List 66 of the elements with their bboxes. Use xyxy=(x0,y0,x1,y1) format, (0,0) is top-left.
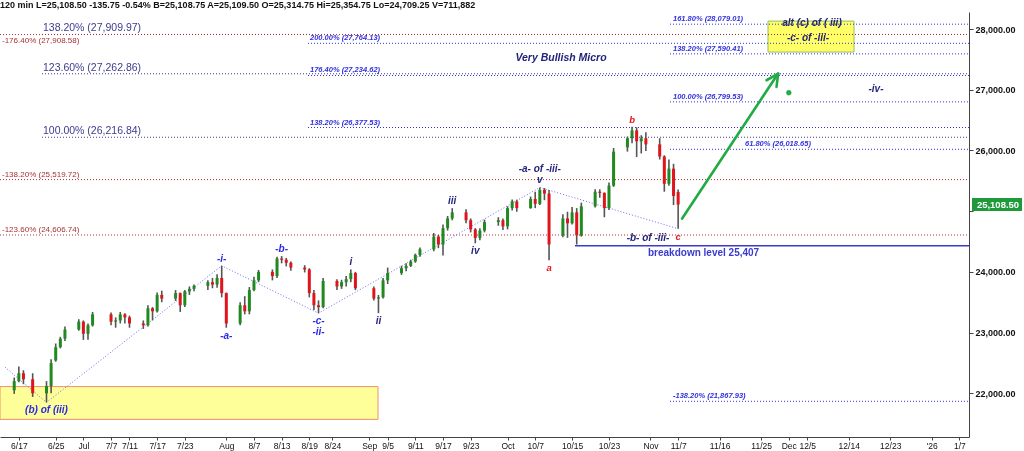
annotation: i xyxy=(349,256,353,268)
ref-line-label: -176.40% (27,908.58) xyxy=(2,35,80,45)
x-tick-label: 10/15 xyxy=(561,440,584,451)
x-tick-label: Aug xyxy=(219,440,235,451)
ref-line-label: 123.60% (27,262.86) xyxy=(43,60,142,73)
ref-line-label: 138.20% (27,909.97) xyxy=(43,21,142,34)
x-tick-label: 9/17 xyxy=(435,440,453,451)
annotation: Very Bullish Micro xyxy=(515,51,608,63)
text: 25,108.50 xyxy=(976,198,1020,210)
x-tick-label: 10/23 xyxy=(598,440,621,451)
ref-line-label: -138.20% (25,519.72) xyxy=(2,169,80,179)
annotation: iv xyxy=(471,245,481,257)
annotation: c xyxy=(675,230,682,242)
ref-line-label: 100.00% (26,216.84) xyxy=(43,124,142,137)
x-tick-label: 7/23 xyxy=(177,440,194,451)
x-tick-label: 12/23 xyxy=(880,440,902,451)
chart-title: 120 min L=25,108.50 -135.75 -0.54% B=25,108.75 A=25,109.50 O=25,314.75 Hi=25,354.75 Lo=24,709.25 V=711,882 xyxy=(0,0,476,10)
x-tick-label: 11/25 xyxy=(751,440,773,451)
y-tick-label: 27,000.00 xyxy=(975,85,1016,96)
x-tick-label: 8/13 xyxy=(273,440,291,451)
annotation: ii xyxy=(375,315,382,327)
x-tick-label: 11/16 xyxy=(709,440,731,451)
x-tick-label: 6/25 xyxy=(47,440,65,451)
x-tick-label: Jul xyxy=(78,440,90,451)
y-tick-label: 23,000.00 xyxy=(975,328,1016,339)
annotation: -a- of -iii- xyxy=(518,163,562,175)
ref-line-label: -123.60% (24,606.74) xyxy=(2,225,80,235)
annotation: (b) of (iii) xyxy=(25,404,69,416)
x-tick-label: 11/7 xyxy=(670,440,687,451)
y-tick-label: 26,000.00 xyxy=(975,145,1016,156)
x-tick-label: 7/17 xyxy=(149,440,167,451)
x-tick-label: 10/7 xyxy=(527,440,545,451)
x-tick-label: 8/7 xyxy=(248,440,261,451)
y-tick-label: 22,000.00 xyxy=(975,388,1016,399)
x-tick-label: Oct xyxy=(501,440,516,451)
annotation: -c- xyxy=(312,315,326,327)
ref-line-label: breakdown level 25,407 xyxy=(648,246,760,258)
annotation: iii xyxy=(448,195,457,207)
annotation: v xyxy=(537,174,545,186)
x-tick-label: Nov xyxy=(643,440,660,451)
y-tick-label: 28,000.00 xyxy=(975,24,1016,35)
x-tick-label: '26 xyxy=(926,440,939,451)
annotation: -i- xyxy=(216,252,228,264)
x-tick-label: 1/7 xyxy=(953,440,967,451)
annotation: b xyxy=(629,113,636,125)
x-tick-label: 12/14 xyxy=(838,440,861,451)
x-tick-label: 7/7 xyxy=(105,440,118,451)
x-tick-label: 6/17 xyxy=(11,440,28,451)
annotation: -a- xyxy=(220,329,234,341)
annotation: -c- of -iii- xyxy=(786,32,830,43)
annotation: -b- of -iii- xyxy=(626,232,671,243)
x-tick-label: Dec xyxy=(781,440,798,451)
x-tick-label: 9/5 xyxy=(382,440,395,451)
annotation: alt (c) of ( iii) xyxy=(782,17,843,28)
y-tick-label: 24,000.00 xyxy=(975,267,1016,278)
x-tick-label: 7/11 xyxy=(122,440,139,451)
annotation: a xyxy=(546,262,552,274)
x-tick-label: 8/24 xyxy=(324,440,342,451)
x-tick-label: 9/11 xyxy=(407,440,425,451)
annotation: -b- xyxy=(275,243,289,255)
x-tick-label: 12/5 xyxy=(799,440,817,451)
annotation: -iv- xyxy=(868,83,885,94)
x-tick-label: Sep xyxy=(362,440,378,451)
annotation: -ii- xyxy=(312,326,326,338)
x-tick-label: 8/19 xyxy=(301,440,319,451)
x-tick-label: 9/23 xyxy=(462,440,480,451)
